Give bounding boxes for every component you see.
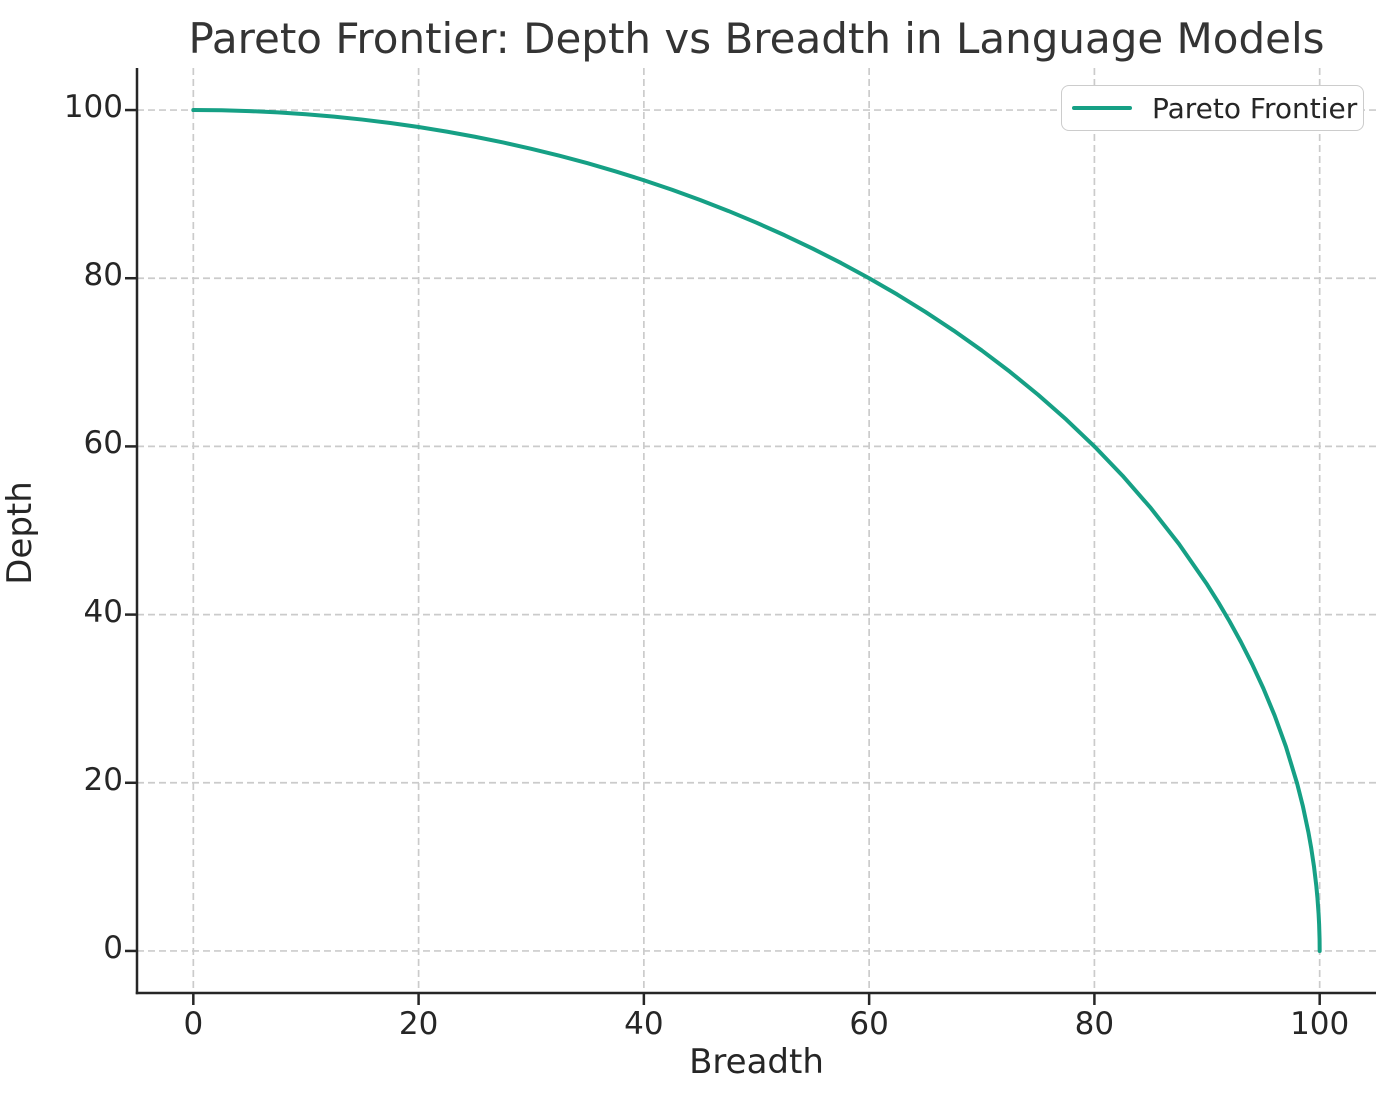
- tick-marks: [125, 108, 1321, 1005]
- x-tick-label: 80: [1074, 1006, 1115, 1042]
- legend-label: Pareto Frontier: [1152, 91, 1358, 125]
- legend-line-swatch: [1072, 105, 1132, 111]
- legend: Pareto Frontier: [1061, 85, 1364, 131]
- axes-spines: [135, 68, 1376, 995]
- y-axis-label: Depth: [0, 481, 40, 585]
- y-tick-label: 60: [83, 425, 123, 462]
- x-tick-label: 0: [183, 1006, 204, 1042]
- chart-title: Pareto Frontier: Depth vs Breadth in Lan…: [188, 14, 1325, 63]
- y-tick-label: 20: [83, 761, 123, 798]
- y-tick-label: 80: [83, 257, 123, 294]
- gridlines: [137, 68, 1376, 993]
- y-tick-label: 40: [83, 593, 123, 630]
- pareto-frontier-curve: [191, 108, 1322, 953]
- x-axis-label: Breadth: [689, 1042, 824, 1082]
- x-tick-label: 100: [1290, 1006, 1350, 1042]
- x-tick-label: 60: [849, 1006, 889, 1042]
- x-tick-label: 40: [624, 1006, 664, 1042]
- y-tick-label: 0: [103, 929, 123, 966]
- x-tick-label: 20: [398, 1006, 439, 1042]
- y-tick-label: 100: [63, 89, 123, 126]
